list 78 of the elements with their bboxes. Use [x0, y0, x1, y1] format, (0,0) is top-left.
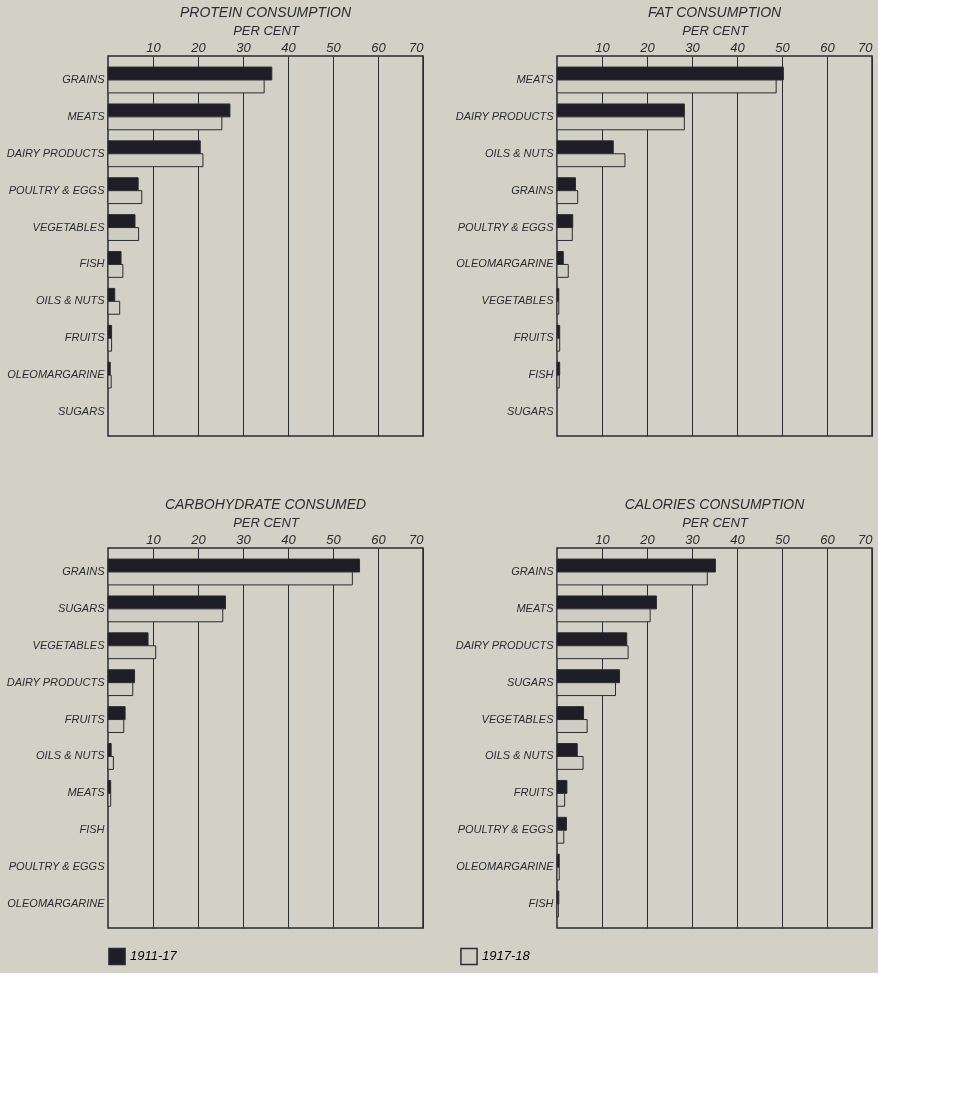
y-tick-label: FISH: [79, 257, 105, 270]
x-tick-label: 10: [595, 39, 611, 55]
x-tick-label: 30: [685, 531, 701, 547]
x-tick-label: 50: [326, 39, 342, 55]
x-tick-label: 60: [820, 39, 836, 55]
y-tick-label: POULTRY & EGGS: [457, 823, 555, 836]
x-tick-label: 20: [190, 39, 207, 55]
y-tick-label: FRUITS: [64, 331, 106, 344]
x-tick-label: 40: [730, 531, 746, 547]
y-tick-label: SUGARS: [58, 405, 106, 418]
y-tick-label: OILS & NUTS: [485, 146, 555, 159]
chart-title: PROTEIN CONSUMPTION: [179, 4, 352, 20]
y-tick-label: GRAINS: [511, 564, 555, 577]
y-tick-label: VEGETABLES: [32, 220, 106, 233]
y-tick-label: SUGARS: [58, 601, 106, 614]
y-tick-label: VEGETABLES: [481, 712, 555, 725]
x-tick-label: 50: [775, 531, 791, 547]
y-tick-label: FISH: [528, 897, 554, 910]
y-tick-label: GRAINS: [62, 564, 106, 577]
x-tick-label: 70: [409, 39, 425, 55]
y-tick-label: MEATS: [67, 786, 106, 799]
y-tick-label: OLEOMARGARINE: [456, 860, 555, 873]
y-tick-label: SUGARS: [507, 405, 555, 418]
y-tick-label: OILS & NUTS: [36, 749, 106, 762]
x-tick-label: 10: [146, 39, 162, 55]
x-tick-label: 70: [858, 531, 874, 547]
x-axis-title: PER CENT: [233, 22, 300, 38]
x-tick-label: 40: [281, 531, 297, 547]
x-tick-label: 30: [236, 531, 252, 547]
x-tick-label: 70: [858, 39, 874, 55]
y-tick-label: VEGETABLES: [32, 638, 106, 651]
x-tick-label: 30: [685, 39, 701, 55]
y-tick-label: OLEOMARGARINE: [7, 897, 106, 910]
x-tick-label: 60: [371, 39, 387, 55]
y-tick-label: VEGETABLES: [481, 294, 555, 307]
y-tick-label: FRUITS: [513, 331, 555, 344]
x-tick-label: 20: [639, 39, 656, 55]
legend-label: 1917-18: [482, 948, 531, 964]
x-tick-label: 40: [281, 39, 297, 55]
legend-label: 1911-17: [130, 948, 178, 964]
y-tick-label: DAIRY PRODUCTS: [455, 638, 555, 651]
x-tick-label: 50: [326, 531, 342, 547]
x-tick-label: 20: [190, 531, 207, 547]
y-tick-label: FRUITS: [513, 786, 555, 799]
y-tick-label: SUGARS: [507, 675, 555, 688]
y-tick-label: OLEOMARGARINE: [456, 257, 555, 270]
y-tick-label: POULTRY & EGGS: [8, 860, 106, 873]
y-tick-label: FISH: [528, 368, 554, 381]
x-tick-label: 10: [595, 531, 611, 547]
x-tick-label: 70: [409, 531, 425, 547]
y-tick-label: POULTRY & EGGS: [457, 220, 555, 233]
x-tick-label: 10: [146, 531, 162, 547]
y-tick-label: MEATS: [516, 601, 555, 614]
y-tick-label: GRAINS: [511, 183, 555, 196]
y-tick-label: DAIRY PRODUCTS: [455, 109, 555, 122]
y-tick-label: MEATS: [516, 72, 555, 85]
x-axis-title: PER CENT: [682, 514, 749, 530]
y-tick-label: OILS & NUTS: [485, 749, 555, 762]
x-tick-label: 50: [775, 39, 791, 55]
chart-title: CARBOHYDRATE CONSUMED: [164, 496, 367, 512]
x-axis-title: PER CENT: [682, 22, 749, 38]
x-tick-label: 40: [730, 39, 746, 55]
y-tick-label: FISH: [79, 823, 105, 836]
y-tick-label: OLEOMARGARINE: [7, 368, 106, 381]
x-axis-title: PER CENT: [233, 514, 300, 530]
chart-title: CALORIES CONSUMPTION: [624, 496, 806, 512]
chart-title: FAT CONSUMPTION: [647, 4, 783, 20]
x-tick-label: 20: [639, 531, 656, 547]
y-tick-label: DAIRY PRODUCTS: [6, 675, 106, 688]
y-tick-label: DAIRY PRODUCTS: [6, 146, 106, 159]
x-tick-label: 60: [371, 531, 387, 547]
y-tick-label: POULTRY & EGGS: [8, 183, 106, 196]
x-tick-label: 60: [820, 531, 836, 547]
y-tick-label: GRAINS: [62, 72, 106, 85]
x-tick-label: 30: [236, 39, 252, 55]
y-tick-label: OILS & NUTS: [36, 294, 106, 307]
y-tick-label: FRUITS: [64, 712, 106, 725]
y-tick-label: MEATS: [67, 109, 106, 122]
